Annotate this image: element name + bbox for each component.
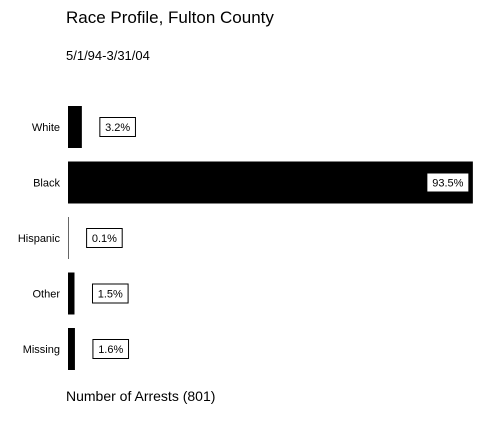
- category-label-hispanic: Hispanic: [18, 233, 61, 245]
- bar-missing: [68, 328, 75, 370]
- data-label-box-hispanic: [86, 228, 123, 248]
- chart-subtitle: 5/1/94-3/31/04: [66, 48, 150, 63]
- data-label-box-missing: [92, 339, 130, 359]
- data-label-box-black: [426, 172, 470, 193]
- chart-title: Race Profile, Fulton County: [66, 8, 274, 27]
- bar-other: [68, 272, 75, 315]
- data-label-hispanic: 0.1%: [92, 233, 117, 245]
- data-label-other: 1.5%: [98, 289, 123, 301]
- category-label-missing: Missing: [23, 344, 60, 356]
- x-axis-label: Number of Arrests (801): [66, 388, 216, 404]
- bar-white: [68, 106, 82, 148]
- category-label-black: Black: [33, 178, 60, 190]
- data-label-black: 93.5%: [432, 178, 463, 190]
- data-label-missing: 1.6%: [98, 344, 123, 356]
- category-label-other: Other: [32, 289, 60, 301]
- bar-black: [68, 161, 473, 204]
- data-label-white: 3.2%: [105, 122, 130, 134]
- data-label-box-white: [99, 117, 136, 137]
- category-label-white: White: [32, 122, 60, 134]
- data-label-box-other: [91, 283, 129, 304]
- bar-hispanic: [68, 217, 69, 259]
